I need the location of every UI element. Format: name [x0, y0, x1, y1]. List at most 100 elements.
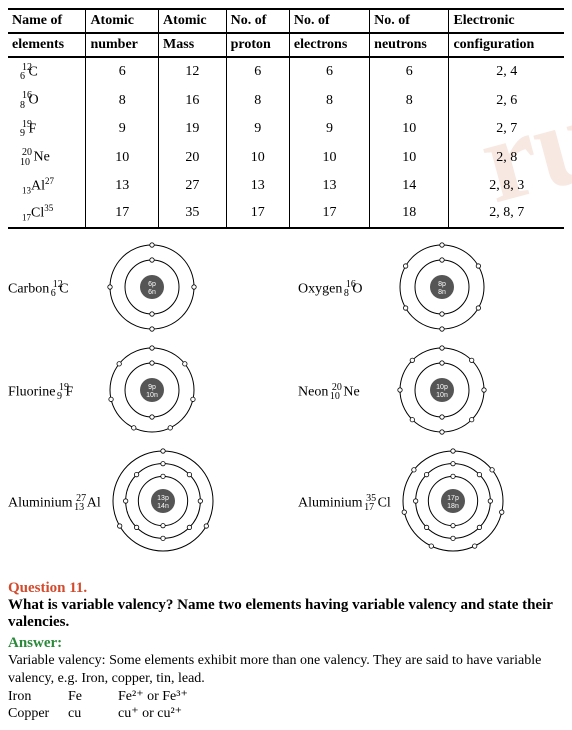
table-cell: 2, 8, 3 [449, 172, 564, 199]
atom-diagram: 10p10n [396, 344, 488, 436]
th-cfg1: Electronic [449, 9, 564, 33]
table-cell: 10 [289, 143, 369, 171]
diagram-cell: Carbon 126 C 6p6n [8, 241, 274, 338]
table-cell: 13 [226, 172, 289, 199]
valency-line: IronFeFe²⁺ or Fe³⁺ [8, 688, 564, 705]
elements-table: Name of Atomic Atomic No. of No. of No. … [8, 8, 564, 229]
atom-diagram: 8p8n [396, 241, 488, 333]
th-e1: No. of [289, 9, 369, 33]
diagram-cell: Fluorine 199 F 9p10n [8, 344, 274, 441]
table-cell: 6 [86, 57, 159, 86]
table-cell: 6 [289, 57, 369, 86]
svg-text:6n: 6n [148, 289, 156, 296]
table-cell: 2, 8, 7 [449, 199, 564, 227]
table-cell: 10 [226, 143, 289, 171]
table-cell: 13 [86, 172, 159, 199]
answer-text: Variable valency: Some elements exhibit … [8, 652, 564, 688]
diagram-label: Fluorine 199 F [8, 382, 98, 402]
diagrams-grid: Carbon 126 C 6p6n Oxygen 168 O 8p8n Fluorine… [8, 241, 564, 560]
svg-text:9p: 9p [148, 384, 156, 391]
table-cell: 10 [370, 115, 449, 143]
th-name1: Name of [8, 9, 86, 33]
diagram-label: Carbon 126 C [8, 279, 98, 299]
diagram-cell: Neon 2010 Ne 10p10n [298, 344, 564, 441]
svg-text:10n: 10n [436, 392, 448, 399]
th-name2: elements [8, 33, 86, 57]
atom-diagram: 13p14n [109, 447, 217, 555]
table-cell: 2, 4 [449, 57, 564, 86]
th-p1: No. of [226, 9, 289, 33]
table-cell: 17 [289, 199, 369, 227]
table-cell: 8 [370, 86, 449, 114]
svg-text:10p: 10p [436, 384, 448, 391]
diagram-cell: Aluminium 2713 Al 13p14n [8, 447, 274, 560]
diagram-label: Aluminium 3517 Cl [298, 493, 391, 513]
atom-diagram: 9p10n [106, 344, 198, 436]
question-label: Question 11. [8, 580, 564, 597]
table-row: 168 O8168882, 6 [8, 86, 564, 114]
table-cell: 35 [159, 199, 227, 227]
element-symbol-cell: 2010 Ne [8, 143, 86, 171]
table-cell: 17 [86, 199, 159, 227]
valency-line: Coppercucu⁺ or cu²⁺ [8, 705, 564, 722]
th-e2: electrons [289, 33, 369, 57]
table-cell: 2, 7 [449, 115, 564, 143]
table-row: 17Cl3517351717182, 8, 7 [8, 199, 564, 227]
svg-text:6p: 6p [148, 281, 156, 288]
th-mass2: Mass [159, 33, 227, 57]
th-cfg2: configuration [449, 33, 564, 57]
question-text: What is variable valency? Name two eleme… [8, 597, 564, 631]
table-row: 2010 Ne10201010102, 8 [8, 143, 564, 171]
element-symbol-cell: 13Al27 [8, 172, 86, 199]
table-cell: 8 [289, 86, 369, 114]
table-cell: 14 [370, 172, 449, 199]
svg-text:8n: 8n [438, 289, 446, 296]
table-cell: 10 [370, 143, 449, 171]
valency-list: IronFeFe²⁺ or Fe³⁺Coppercucu⁺ or cu²⁺ [8, 688, 564, 722]
table-cell: 8 [86, 86, 159, 114]
table-cell: 9 [226, 115, 289, 143]
th-mass1: Atomic [159, 9, 227, 33]
table-cell: 2, 6 [449, 86, 564, 114]
diagram-cell: Aluminium 3517 Cl 17p18n [298, 447, 564, 560]
table-cell: 17 [226, 199, 289, 227]
table-cell: 12 [159, 57, 227, 86]
table-cell: 8 [226, 86, 289, 114]
element-symbol-cell: 126 C [8, 57, 86, 86]
atom-diagram: 17p18n [399, 447, 507, 555]
atom-diagram: 6p6n [106, 241, 198, 333]
diagram-label: Oxygen 168 O [298, 279, 388, 299]
table-cell: 18 [370, 199, 449, 227]
table-row: 126 C6126662, 4 [8, 57, 564, 86]
th-n1: No. of [370, 9, 449, 33]
table-row: 199 F91999102, 7 [8, 115, 564, 143]
element-symbol-cell: 199 F [8, 115, 86, 143]
table-cell: 9 [86, 115, 159, 143]
table-cell: 6 [370, 57, 449, 86]
th-p2: proton [226, 33, 289, 57]
table-cell: 10 [86, 143, 159, 171]
table-cell: 27 [159, 172, 227, 199]
th-atnum2: number [86, 33, 159, 57]
element-symbol-cell: 168 O [8, 86, 86, 114]
table-header-row2: elements number Mass proton electrons ne… [8, 33, 564, 57]
table-cell: 19 [159, 115, 227, 143]
table-cell: 2, 8 [449, 143, 564, 171]
diagram-cell: Oxygen 168 O 8p8n [298, 241, 564, 338]
answer-label: Answer: [8, 635, 564, 652]
th-atnum1: Atomic [86, 9, 159, 33]
table-header-row1: Name of Atomic Atomic No. of No. of No. … [8, 9, 564, 33]
table-cell: 20 [159, 143, 227, 171]
svg-text:8p: 8p [438, 281, 446, 288]
table-cell: 9 [289, 115, 369, 143]
svg-text:10n: 10n [146, 392, 158, 399]
table-cell: 16 [159, 86, 227, 114]
svg-text:14n: 14n [157, 503, 169, 510]
svg-text:18n: 18n [447, 503, 459, 510]
diagram-label: Neon 2010 Ne [298, 382, 388, 402]
th-n2: neutrons [370, 33, 449, 57]
diagram-label: Aluminium 2713 Al [8, 493, 101, 513]
table-cell: 6 [226, 57, 289, 86]
element-symbol-cell: 17Cl35 [8, 199, 86, 227]
table-row: 13Al2713271313142, 8, 3 [8, 172, 564, 199]
